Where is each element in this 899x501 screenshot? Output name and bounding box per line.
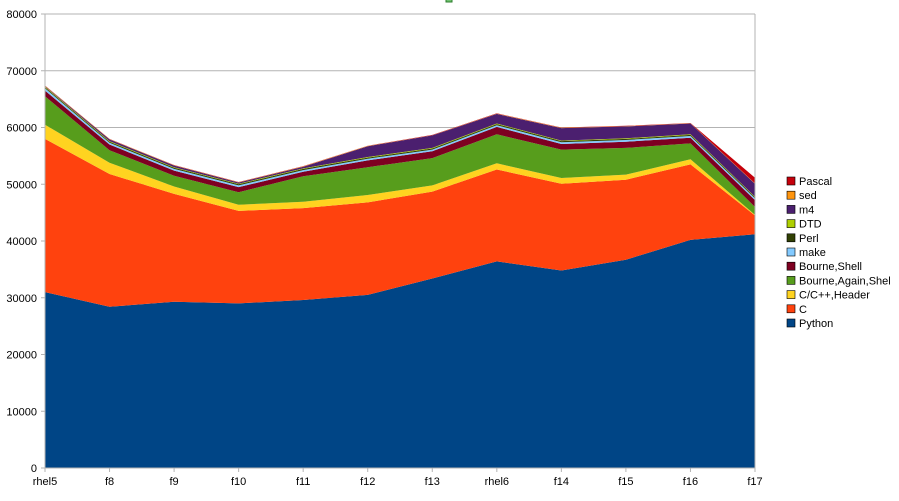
y-tick-label: 50000 [6, 179, 37, 191]
legend-item: m4 [786, 204, 814, 216]
legend-swatch [786, 247, 796, 257]
legend-swatch [786, 318, 796, 328]
title-placeholder-marker [445, 0, 453, 3]
legend-item: sed [786, 190, 817, 202]
y-tick-labels: 0 10000 20000 30000 40000 50000 60000 70000 8000… [6, 9, 37, 475]
legend-item: Pascal [786, 176, 832, 188]
x-tick-label: f17 [747, 476, 762, 488]
legend-swatch [786, 304, 796, 314]
legend-label: Bourne,Shell [799, 261, 862, 273]
x-tick-label: f8 [105, 476, 114, 488]
legend-label: Python [799, 318, 833, 330]
area-python [45, 234, 755, 468]
y-tick-label: 10000 [6, 406, 37, 418]
y-tick-label: 70000 [6, 66, 37, 78]
legend-swatch [786, 233, 796, 243]
y-tick-label: 80000 [6, 9, 37, 21]
legend-item: C [786, 304, 807, 316]
legend-item: Perl [786, 233, 819, 245]
legend-swatch [786, 261, 796, 271]
legend-item: Bourne,Shell [786, 261, 862, 273]
x-tick-label: f11 [296, 476, 310, 488]
axes [41, 13, 756, 472]
x-tick-label: f14 [554, 476, 569, 488]
legend-label: C/C++,Header [799, 290, 870, 302]
legend-item: DTD [786, 219, 822, 231]
legend-label: Perl [799, 233, 819, 245]
legend-label: make [799, 247, 826, 259]
x-tick-label: f10 [231, 476, 246, 488]
legend-item: make [786, 247, 826, 259]
legend-item: C/C++,Header [786, 290, 870, 302]
legend-label: sed [799, 190, 817, 202]
area-bourne-again-shel [45, 96, 755, 215]
x-tick-label: f15 [618, 476, 633, 488]
x-tick-label: rhel5 [33, 476, 57, 488]
legend-label: Pascal [799, 176, 832, 188]
y-tick-label: 40000 [6, 236, 37, 248]
area-m4 [45, 86, 755, 197]
legend-label: Bourne,Again,Shel [799, 275, 891, 287]
legend-swatch [786, 276, 796, 285]
y-tick-label: 60000 [6, 123, 37, 135]
y-tick-label: 30000 [6, 293, 37, 305]
x-tick-label: f16 [683, 476, 698, 488]
x-tick-label: f12 [360, 476, 375, 488]
area-series-layer [45, 85, 755, 468]
legend-label: C [799, 304, 807, 316]
y-tick-label: 20000 [6, 350, 37, 362]
x-tick-label: rhel6 [485, 476, 509, 488]
legend-swatch [786, 176, 796, 186]
legend-swatch [786, 219, 796, 228]
y-tick-label: 0 [31, 463, 37, 475]
legend-swatch [786, 290, 796, 299]
legend-item: Python [786, 318, 833, 330]
legend-swatch [786, 205, 796, 214]
x-tick-label: f9 [169, 476, 178, 488]
legend-label: DTD [799, 219, 822, 231]
legend-swatch [786, 190, 796, 200]
legend-item: Bourne,Again,Shel [786, 275, 891, 287]
x-tick-label: f13 [425, 476, 440, 488]
legend: Pascal sed m4 DTD Perl make Bourne,Shell Bourne… [786, 176, 891, 330]
x-tick-labels: rhel5 f8 f9 f10 f11 f12 f13 rhel6 f14 f15 f16 f17 [33, 476, 763, 488]
area-c [45, 138, 755, 307]
legend-label: m4 [799, 204, 814, 216]
